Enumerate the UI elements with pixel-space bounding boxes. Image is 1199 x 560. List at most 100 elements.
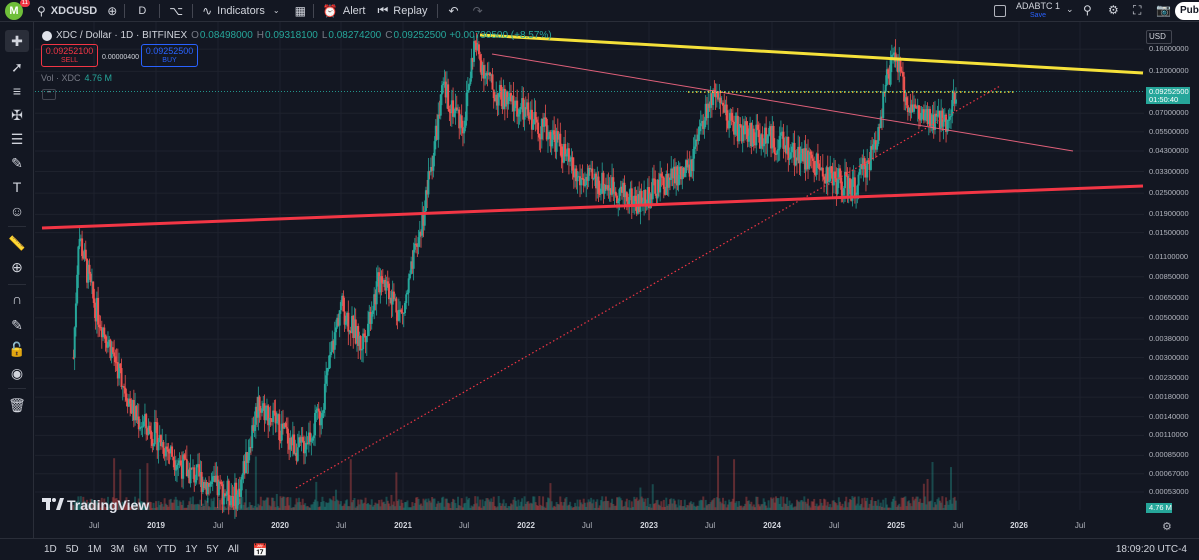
range-ytd[interactable]: YTD bbox=[156, 544, 177, 555]
candle-body bbox=[124, 387, 127, 394]
user-avatar[interactable]: M 11 bbox=[5, 0, 30, 22]
candle-body bbox=[187, 469, 190, 477]
candle-body bbox=[688, 164, 691, 177]
interval-button[interactable]: D bbox=[128, 0, 156, 22]
candle-body bbox=[723, 105, 726, 113]
candle-body bbox=[489, 72, 492, 76]
volume-bar bbox=[94, 502, 97, 510]
range-6m[interactable]: 6M bbox=[133, 544, 148, 555]
sell-button[interactable]: 0.09252100 SELL bbox=[41, 44, 98, 67]
range-1m[interactable]: 1M bbox=[87, 544, 102, 555]
candle-body bbox=[826, 167, 829, 182]
candle-body bbox=[526, 102, 529, 110]
indicators-button[interactable]: ∿ Indicators ⌄ bbox=[196, 0, 290, 22]
volume-bar bbox=[908, 500, 911, 510]
candle-body bbox=[761, 134, 764, 147]
volume-bar bbox=[188, 501, 191, 510]
templates-button[interactable]: ▦ bbox=[291, 0, 310, 22]
volume-bar bbox=[675, 504, 678, 510]
timezone-clock[interactable]: 18:09:20 UTC-4 bbox=[1115, 544, 1187, 555]
candle-body bbox=[369, 312, 372, 324]
volume-bar bbox=[120, 505, 123, 510]
chart-pane[interactable] bbox=[35, 22, 1199, 538]
volume-bar bbox=[203, 505, 206, 510]
volume-bar bbox=[343, 503, 346, 510]
candle-body bbox=[668, 177, 671, 180]
buy-label: BUY bbox=[162, 57, 177, 64]
lock-drawing-icon[interactable]: ✎ bbox=[11, 316, 23, 333]
volume-bar bbox=[532, 496, 535, 510]
volume-bar bbox=[439, 502, 442, 510]
undo-button[interactable]: ↶ bbox=[441, 0, 467, 22]
currency-selector[interactable]: USD bbox=[1146, 30, 1172, 44]
brush-icon[interactable]: ✎ bbox=[11, 154, 23, 171]
magnet-icon[interactable]: ∩ bbox=[11, 291, 23, 307]
range-5d[interactable]: 5D bbox=[65, 544, 79, 555]
fib-icon[interactable]: ☰ bbox=[10, 130, 24, 147]
volume-bar bbox=[90, 499, 93, 510]
volume-bar bbox=[200, 506, 203, 510]
trash-icon[interactable]: 🗑 bbox=[8, 396, 26, 413]
emoji-icon[interactable]: ☺ bbox=[9, 203, 25, 219]
volume-bar bbox=[217, 497, 220, 510]
candle-body bbox=[249, 447, 252, 449]
camera-icon[interactable]: 📷 bbox=[1156, 3, 1171, 17]
gear-icon[interactable]: ⚙ bbox=[1162, 521, 1172, 533]
buy-button[interactable]: 0.09252500 BUY bbox=[141, 44, 198, 67]
range-1d[interactable]: 1D bbox=[44, 544, 57, 555]
redo-button[interactable]: ↷ bbox=[467, 0, 489, 22]
volume-bar bbox=[835, 503, 838, 510]
chevron-down-icon[interactable]: ⌄ bbox=[1066, 4, 1074, 14]
volume-bar bbox=[878, 506, 881, 510]
candle-body bbox=[932, 114, 935, 130]
horizontal-lines-icon[interactable]: ≡ bbox=[12, 83, 22, 99]
volume-bar bbox=[156, 507, 159, 510]
price-chart[interactable] bbox=[35, 22, 1199, 538]
ruler-icon[interactable]: 📏 bbox=[8, 234, 26, 251]
range-1y[interactable]: 1Y bbox=[185, 544, 198, 555]
collapse-legend-button[interactable]: ⌃ bbox=[42, 89, 56, 100]
candle-body bbox=[463, 127, 466, 134]
candle-body bbox=[391, 291, 394, 305]
candle-body bbox=[253, 424, 256, 431]
candle-body bbox=[106, 341, 109, 348]
trendline-icon[interactable]: ➚ bbox=[11, 58, 23, 75]
candle-body bbox=[581, 178, 584, 180]
candle-body bbox=[657, 179, 660, 193]
open-value: 0.08498000 bbox=[199, 30, 253, 41]
zoom-in-icon[interactable]: ⊕ bbox=[11, 258, 23, 275]
volume-bar bbox=[919, 498, 922, 510]
candle-body bbox=[129, 398, 132, 404]
candle-body bbox=[169, 446, 172, 454]
pattern-icon[interactable]: ✠ bbox=[11, 106, 23, 123]
candle-body bbox=[487, 72, 490, 75]
volume-bar bbox=[559, 496, 562, 510]
alert-button[interactable]: ⏰ Alert bbox=[317, 0, 372, 22]
range-3m[interactable]: 3M bbox=[110, 544, 125, 555]
compare-button[interactable]: ⊕ bbox=[103, 0, 121, 22]
replay-button[interactable]: ⏮ Replay bbox=[371, 0, 433, 22]
candle-body bbox=[892, 54, 895, 56]
layout-icon[interactable] bbox=[994, 5, 1006, 17]
goto-date-icon[interactable]: 📅 bbox=[252, 542, 268, 557]
chart-type-button[interactable]: ⌥ bbox=[163, 0, 189, 22]
volume-bar bbox=[326, 503, 329, 510]
candle-body bbox=[115, 362, 118, 364]
volume-bar bbox=[259, 496, 262, 510]
layout-selector[interactable]: ADABTC 1 Save bbox=[1010, 1, 1066, 21]
publish-button[interactable]: Pub bbox=[1175, 2, 1199, 20]
quick-search-icon[interactable]: ⚲ bbox=[1083, 3, 1092, 17]
range-all[interactable]: All bbox=[227, 544, 239, 555]
candle-body bbox=[513, 105, 516, 112]
lock-icon[interactable]: 🔓 bbox=[8, 340, 26, 357]
fullscreen-icon[interactable]: ⛶ bbox=[1133, 3, 1142, 17]
eye-icon[interactable]: ◉ bbox=[10, 364, 24, 381]
candle-body bbox=[914, 104, 917, 108]
volume-bar bbox=[416, 497, 419, 510]
candle-body bbox=[741, 125, 744, 142]
crosshair-icon[interactable]: ✚ bbox=[5, 30, 29, 52]
symbol-search[interactable]: ⚲ XDCUSD bbox=[31, 0, 103, 22]
text-icon[interactable]: T bbox=[12, 179, 22, 195]
range-5y[interactable]: 5Y bbox=[206, 544, 219, 555]
settings-icon[interactable]: ⚙ bbox=[1108, 3, 1119, 17]
